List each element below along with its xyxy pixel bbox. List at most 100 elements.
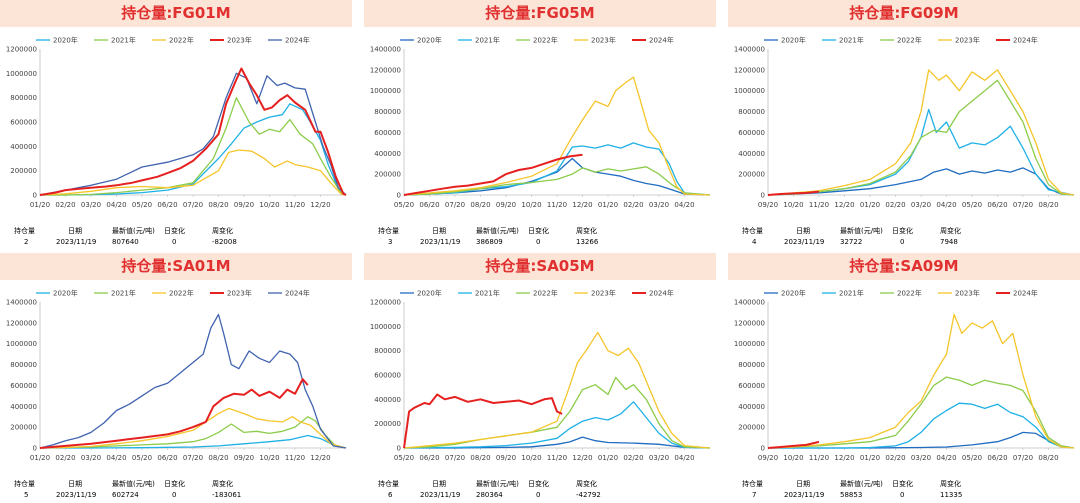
stat-daily: 0 <box>172 238 177 246</box>
x-tick-label: 10/20 <box>521 201 541 209</box>
series-line <box>403 76 711 196</box>
legend-label: 2022年 <box>533 289 558 298</box>
legend-label: 2023年 <box>591 289 616 298</box>
stat-label: 日变化 <box>892 227 913 235</box>
x-tick-label: 11/20 <box>285 454 305 462</box>
legend-label: 2021年 <box>839 289 864 298</box>
x-tick-label: 08/20 <box>1038 454 1058 462</box>
legend-label: 2024年 <box>649 36 674 45</box>
x-tick-label: 09/20 <box>496 454 516 462</box>
series-line <box>767 440 820 449</box>
panel-sa01m: 持仓量:SA01M 0 200000 400000 600000 800000 10000… <box>0 253 352 501</box>
x-tick-label: 02/20 <box>885 454 905 462</box>
chart-fg09m: 0 200000 400000 600000 800000 1000000 1200000 1… <box>734 36 1075 209</box>
legend-label: 2023年 <box>227 36 252 45</box>
x-tick-label: 02/20 <box>55 454 75 462</box>
stat-label: 持仓量 <box>14 227 35 235</box>
stat-label: 最新值(元/吨) <box>840 480 883 488</box>
legend-label: 2022年 <box>169 36 194 45</box>
x-tick-label: 08/20 <box>208 454 228 462</box>
legend-label: 2024年 <box>649 289 674 298</box>
stat-index: 3 <box>388 238 393 246</box>
legend-label: 2021年 <box>475 289 500 298</box>
stat-date: 2023/11/19 <box>56 491 97 499</box>
x-tick-label: 09/20 <box>496 201 516 209</box>
legend-label: 2020年 <box>417 289 442 298</box>
y-tick-label: 0 <box>761 192 765 200</box>
stat-weekly: -82008 <box>212 238 237 246</box>
stat-label: 周变化 <box>940 227 961 235</box>
x-tick-label: 03/20 <box>911 201 931 209</box>
legend-label: 2020年 <box>417 36 442 45</box>
y-tick-label: 0 <box>761 445 765 453</box>
stat-label: 周变化 <box>940 480 961 488</box>
series-line <box>39 67 347 196</box>
x-tick-label: 02/20 <box>55 201 75 209</box>
legend-label: 2022年 <box>533 36 558 45</box>
stat-label: 日期 <box>432 480 446 488</box>
x-tick-label: 08/20 <box>470 201 490 209</box>
stat-label: 日变化 <box>164 227 185 235</box>
y-tick-label: 0 <box>33 192 37 200</box>
chart-fg05m: 0 200000 400000 600000 800000 1000000 1200000 1… <box>370 36 711 209</box>
series-line <box>403 153 583 196</box>
stat-label: 持仓量 <box>742 227 763 235</box>
x-tick-label: 06/20 <box>157 454 177 462</box>
y-tick-label: 800000 <box>374 347 401 355</box>
x-tick-label: 11/20 <box>547 201 567 209</box>
y-tick-label: 1200000 <box>734 66 765 74</box>
legend-label: 2021年 <box>475 36 500 45</box>
panel-sa09m: 持仓量:SA09M 0 200000 400000 600000 800000 10000… <box>728 253 1080 501</box>
y-tick-label: 1200000 <box>370 299 401 307</box>
x-tick-label: 01/20 <box>598 454 618 462</box>
y-tick-label: 1400000 <box>734 46 765 54</box>
stat-latest: 386809 <box>476 238 503 246</box>
legend-label: 2024年 <box>1013 36 1038 45</box>
legend-label: 2023年 <box>955 289 980 298</box>
y-tick-label: 1200000 <box>6 46 37 54</box>
x-tick-label: 07/20 <box>445 454 465 462</box>
x-tick-label: 07/20 <box>1013 201 1033 209</box>
x-tick-label: 08/20 <box>470 454 490 462</box>
stat-label: 持仓量 <box>378 480 399 488</box>
y-tick-label: 1000000 <box>734 87 765 95</box>
legend-label: 2020年 <box>781 36 806 45</box>
stat-latest: 58853 <box>840 491 863 499</box>
x-tick-label: 09/20 <box>758 454 778 462</box>
y-tick-label: 200000 <box>738 171 765 179</box>
chart-title: 持仓量:FG01M <box>0 0 352 27</box>
stats-row: 持仓量 日期 最新值(元/吨) 日变化 周变化 4 2023/11/19 327… <box>728 224 1080 248</box>
legend-label: 2021年 <box>839 36 864 45</box>
legend-label: 2020年 <box>53 36 78 45</box>
y-tick-label: 0 <box>33 445 37 453</box>
series-line <box>403 393 563 449</box>
x-tick-label: 05/20 <box>962 454 982 462</box>
stat-label: 日变化 <box>528 227 549 235</box>
x-tick-label: 05/20 <box>394 201 414 209</box>
series-line <box>39 149 347 196</box>
y-tick-label: 200000 <box>10 167 37 175</box>
x-tick-label: 06/20 <box>419 201 439 209</box>
x-tick-label: 11/20 <box>809 454 829 462</box>
x-tick-label: 04/20 <box>106 454 126 462</box>
stat-latest: 807640 <box>112 238 139 246</box>
x-tick-label: 07/20 <box>183 454 203 462</box>
stat-daily: 0 <box>172 491 177 499</box>
x-tick-label: 01/20 <box>860 201 880 209</box>
chart-title: 持仓量:SA05M <box>364 253 716 280</box>
y-tick-label: 400000 <box>738 150 765 158</box>
y-tick-label: 1200000 <box>370 66 401 74</box>
legend-label: 2024年 <box>285 289 310 298</box>
stat-label: 日期 <box>68 227 82 235</box>
x-tick-label: 03/20 <box>911 454 931 462</box>
series-line <box>767 190 820 196</box>
stat-latest: 280364 <box>476 491 503 499</box>
x-tick-label: 11/20 <box>285 201 305 209</box>
stat-index: 4 <box>752 238 757 246</box>
x-tick-label: 01/20 <box>860 454 880 462</box>
y-tick-label: 400000 <box>10 143 37 151</box>
y-tick-label: 800000 <box>738 361 765 369</box>
x-tick-label: 02/20 <box>623 454 643 462</box>
series-line <box>39 407 347 449</box>
